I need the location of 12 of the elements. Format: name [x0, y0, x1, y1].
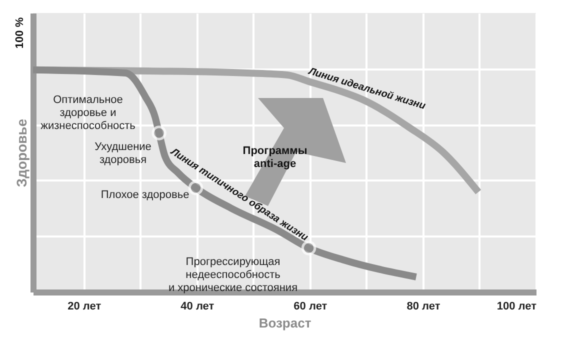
x-tick-label: 100 лет — [496, 300, 538, 312]
x-tick-label: 80 лет — [406, 300, 441, 312]
x-tick-label: 20 лет — [68, 300, 102, 312]
y-axis-title: Здоровье — [14, 118, 30, 188]
x-tick-label: 40 лет — [180, 300, 215, 312]
annotation: Ухудшение здоровья — [94, 141, 152, 166]
annotation: Плохое здоровье — [100, 189, 190, 201]
annotation: Прогрессирующая недееспособность и хронические состояния — [168, 256, 298, 294]
text: 100 % — [14, 17, 26, 49]
x-tick-label: 60 лет — [294, 300, 328, 312]
x-axis-title: Возраст — [258, 316, 312, 330]
annotation: Оптимальное здоровье и жизнеспособность — [40, 94, 136, 132]
